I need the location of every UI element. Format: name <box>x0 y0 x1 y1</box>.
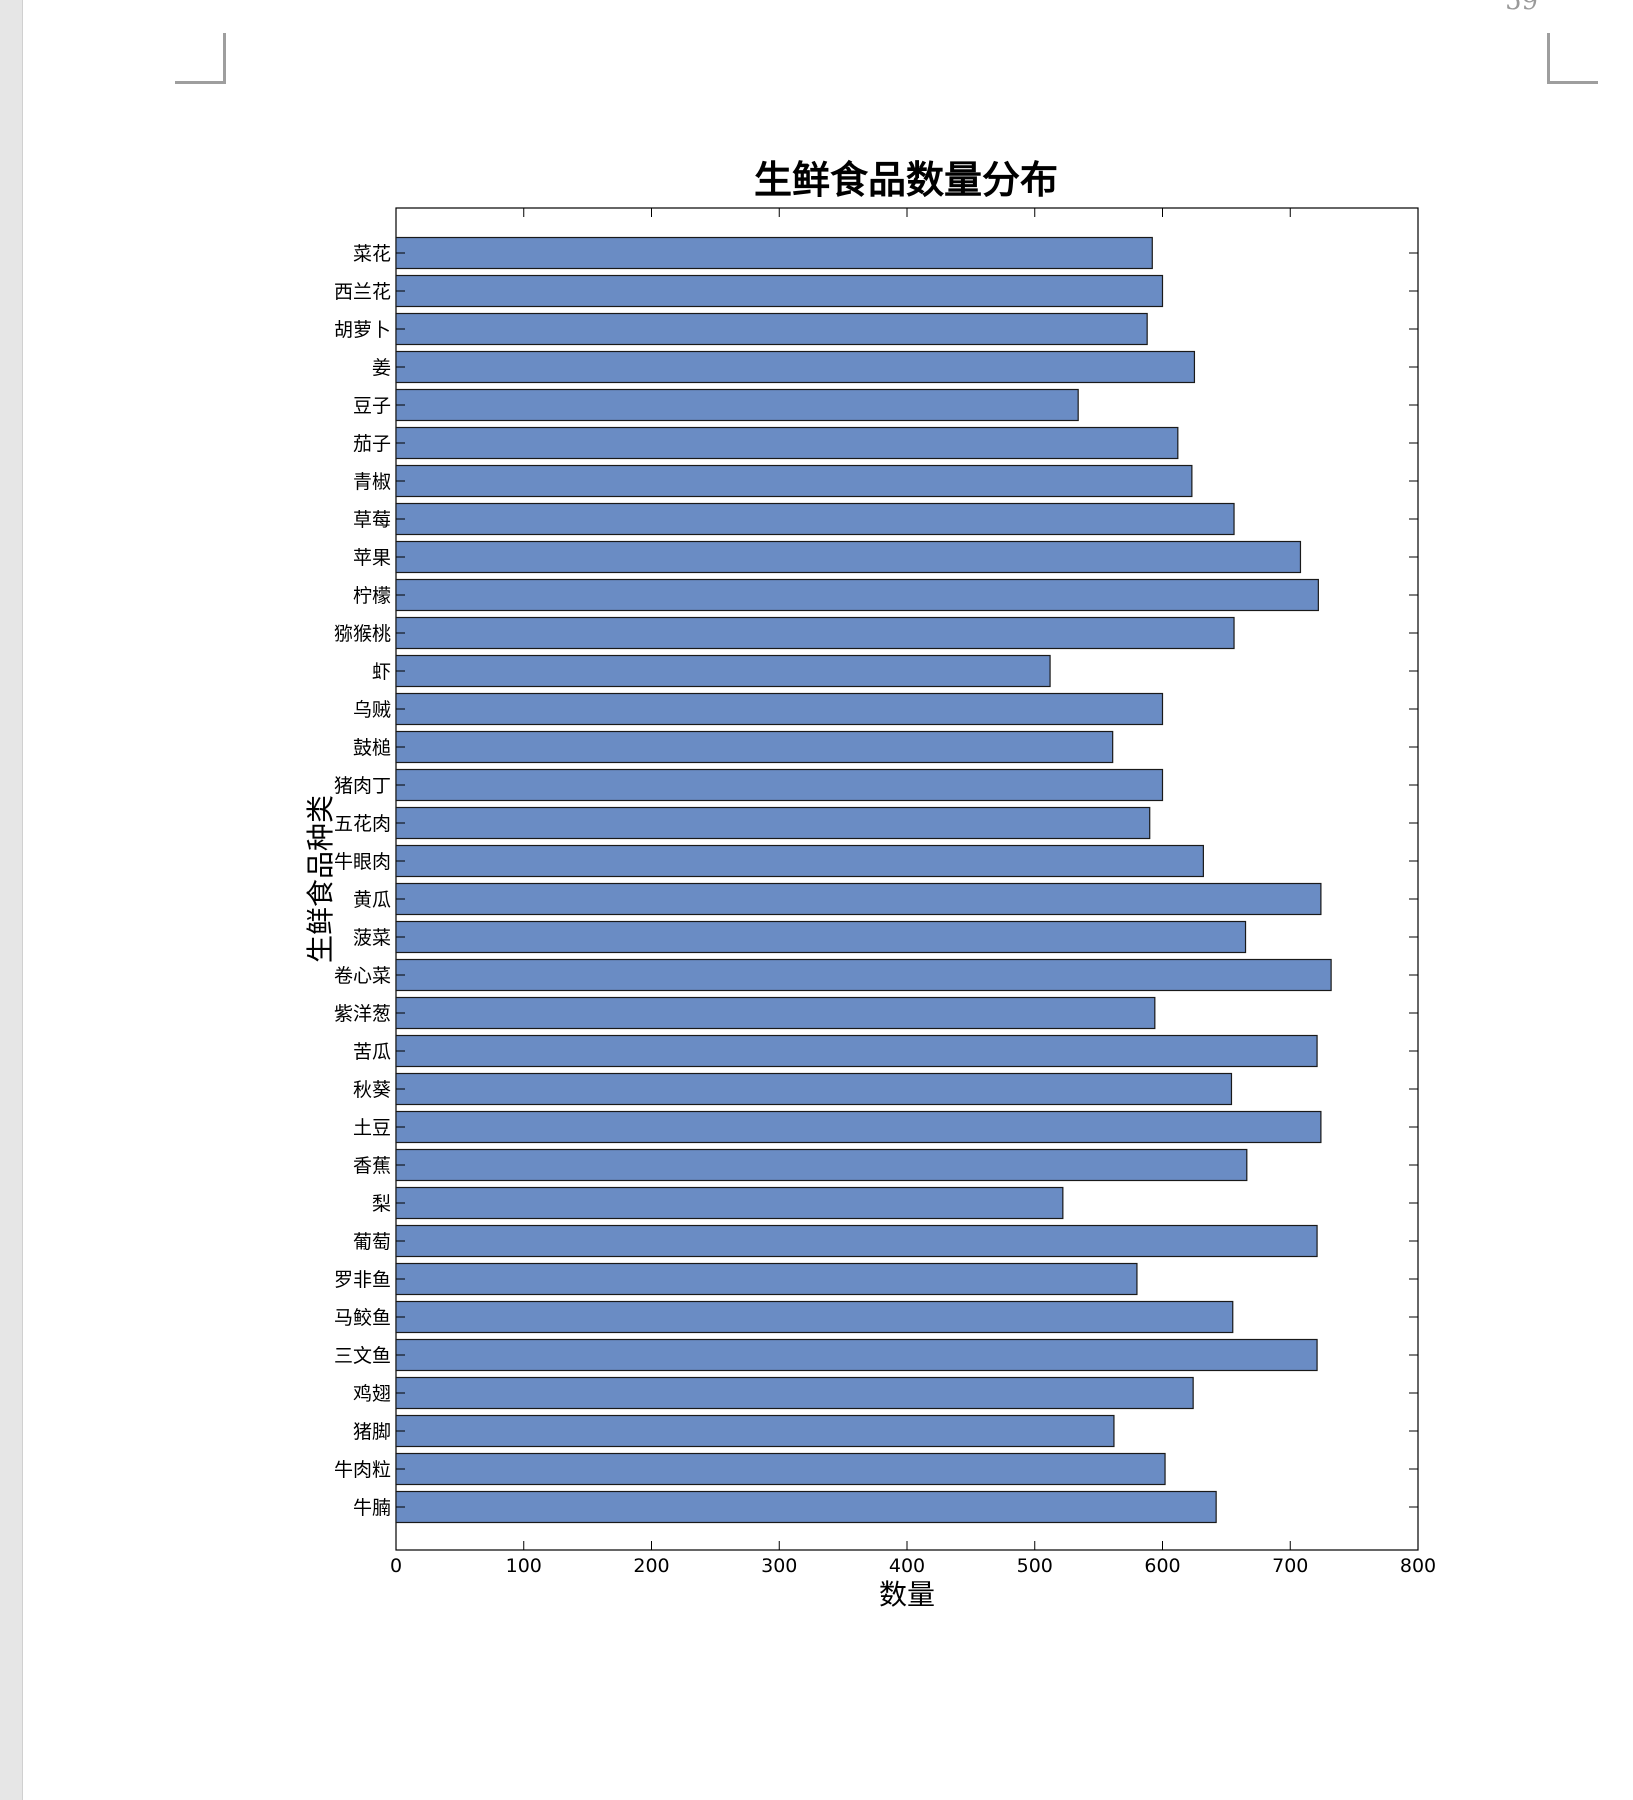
y-tick-label: 葡萄 <box>353 1231 391 1253</box>
y-tick-label: 五花肉 <box>334 813 391 835</box>
y-tick-label: 黄瓜 <box>353 889 391 911</box>
bar <box>395 692 1164 726</box>
bar <box>395 1034 1318 1068</box>
chart-title: 生鲜食品数量分布 <box>754 158 1058 202</box>
bar <box>395 1186 1064 1220</box>
y-tick-label: 紫洋葱 <box>334 1003 391 1025</box>
y-tick-label: 青椒 <box>353 471 391 493</box>
bar <box>395 1376 1194 1410</box>
y-tick-label: 猕猴桃 <box>334 623 391 645</box>
y-tick-label: 姜 <box>372 357 391 379</box>
bar <box>395 768 1164 802</box>
bar <box>395 654 1051 688</box>
y-tick-label: 马鲛鱼 <box>334 1307 391 1329</box>
bar <box>395 578 1319 612</box>
bar <box>395 958 1332 992</box>
bar <box>395 1452 1166 1486</box>
x-tick-label: 300 <box>761 1555 797 1577</box>
bar <box>395 1148 1248 1182</box>
page-number: 59 <box>1505 0 1539 16</box>
y-tick-label: 三文鱼 <box>334 1345 391 1367</box>
bar <box>395 426 1179 460</box>
x-tick-label: 800 <box>1400 1555 1436 1577</box>
y-tick-label: 香蕉 <box>353 1155 391 1177</box>
x-tick-label: 700 <box>1272 1555 1308 1577</box>
x-tick-label: 0 <box>390 1555 402 1577</box>
viewer-left-gutter <box>0 0 23 1800</box>
bar <box>395 274 1164 308</box>
bar <box>395 388 1079 422</box>
bar <box>395 350 1196 384</box>
y-tick-label: 卷心菜 <box>334 965 391 987</box>
bar <box>395 1300 1234 1334</box>
x-tick-label: 400 <box>889 1555 925 1577</box>
bar <box>395 1414 1115 1448</box>
crop-mark-top-right <box>1547 33 1598 84</box>
bar <box>395 1072 1233 1106</box>
bar <box>395 502 1235 536</box>
y-tick-labels: 菜花西兰花胡萝卜姜豆子茄子青椒草莓苹果柠檬猕猴桃虾乌贼鼓槌猪肉丁五花肉牛眼肉黄瓜… <box>334 243 1418 1519</box>
y-tick-label: 西兰花 <box>334 281 391 303</box>
bars-group <box>395 236 1332 1524</box>
y-tick-label: 草莓 <box>353 509 391 531</box>
y-tick-label: 猪肉丁 <box>334 775 391 797</box>
y-tick-label: 鼓槌 <box>353 737 391 759</box>
x-tick-label: 500 <box>1017 1555 1053 1577</box>
x-tick-label: 200 <box>633 1555 669 1577</box>
bar <box>395 844 1204 878</box>
bar <box>395 616 1235 650</box>
bar <box>395 312 1148 346</box>
y-tick-label: 柠檬 <box>353 585 391 607</box>
bar <box>395 540 1302 574</box>
bar <box>395 1224 1318 1258</box>
y-tick-label: 豆子 <box>353 395 391 417</box>
y-tick-label: 茄子 <box>353 433 391 455</box>
y-tick-label: 牛肉粒 <box>334 1459 391 1481</box>
crop-mark-top-left <box>175 33 226 84</box>
x-axis-label: 数量 <box>879 1578 935 1611</box>
y-tick-label: 梨 <box>372 1193 391 1215</box>
bar <box>395 1338 1318 1372</box>
y-tick-label: 牛眼肉 <box>334 851 391 873</box>
y-axis-label: 生鲜食品种类 <box>304 795 337 963</box>
y-tick-label: 虾 <box>372 661 391 683</box>
y-tick-label: 牛腩 <box>353 1497 391 1519</box>
bar <box>395 236 1153 270</box>
y-tick-label: 土豆 <box>353 1117 391 1139</box>
bar <box>395 806 1151 840</box>
y-tick-label: 罗非鱼 <box>334 1269 391 1291</box>
x-tick-label: 600 <box>1144 1555 1180 1577</box>
y-tick-label: 乌贼 <box>353 699 391 721</box>
bar <box>395 730 1114 764</box>
x-tick-labels: 0 100 200 300 400 500 600 700 800 <box>390 208 1436 1577</box>
bar <box>395 1262 1138 1296</box>
bar <box>395 464 1193 498</box>
y-tick-label: 猪脚 <box>353 1421 391 1443</box>
bar <box>395 920 1247 954</box>
y-tick-label: 菜花 <box>353 243 391 265</box>
y-tick-label: 菠菜 <box>353 927 391 949</box>
bar <box>395 1490 1217 1524</box>
y-tick-label: 胡萝卜 <box>334 319 391 341</box>
bar <box>395 882 1322 916</box>
y-tick-label: 苹果 <box>353 547 391 569</box>
bar <box>395 996 1156 1030</box>
bar <box>395 1110 1322 1144</box>
y-tick-label: 秋葵 <box>353 1079 391 1101</box>
y-tick-label: 鸡翅 <box>353 1383 391 1405</box>
y-tick-label: 苦瓜 <box>353 1041 391 1063</box>
x-tick-label: 100 <box>506 1555 542 1577</box>
